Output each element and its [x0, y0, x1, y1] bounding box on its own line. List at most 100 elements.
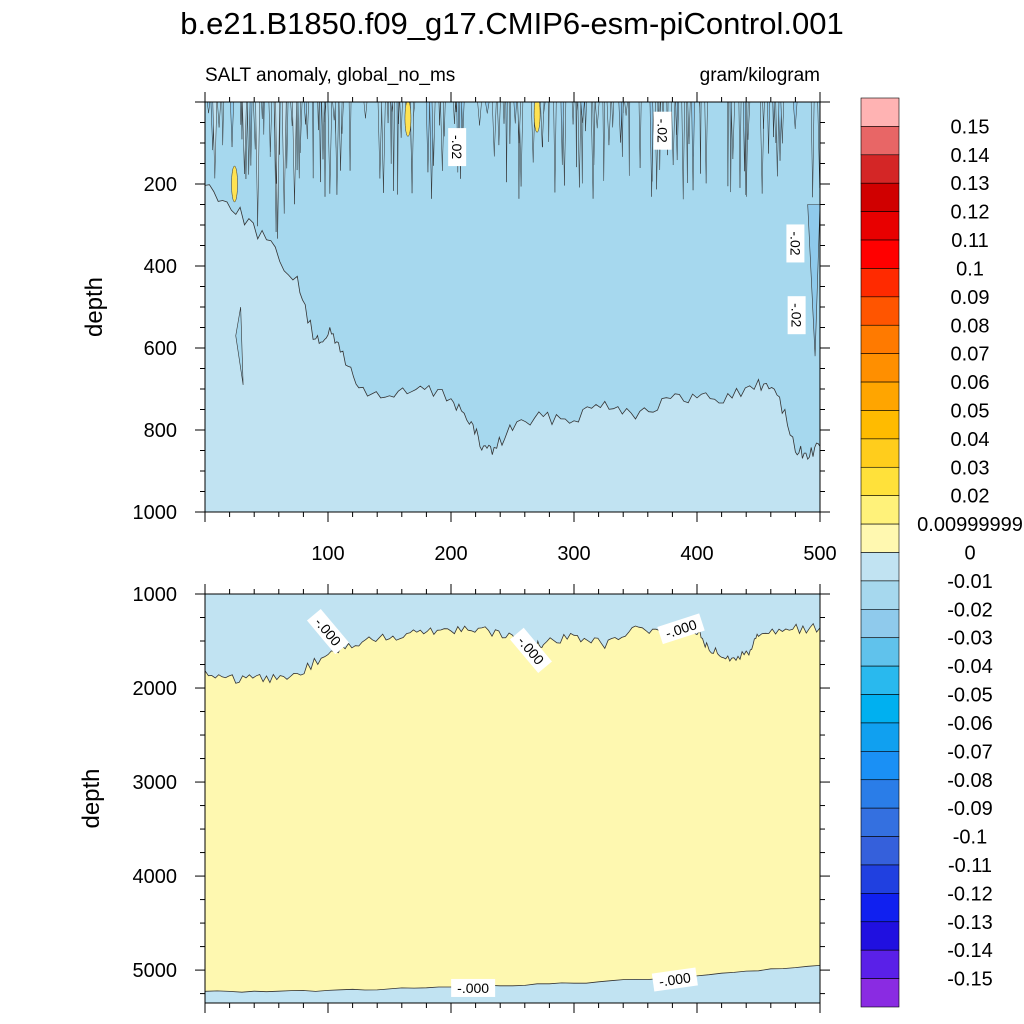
colorbar-label: -0.13: [947, 912, 993, 934]
colorbar-box: [860, 182, 900, 212]
contour-spike: [241, 102, 243, 140]
contour-spike: [772, 102, 775, 138]
colorbar-box: [860, 324, 900, 354]
colorbar-label: -0.05: [947, 685, 993, 707]
contour-spike: [577, 102, 582, 188]
contour-spike: [275, 102, 280, 239]
colorbar-box: [860, 268, 900, 298]
contour-spike: [584, 102, 587, 132]
contour-spike: [606, 102, 612, 146]
colorbar-box: [860, 239, 900, 269]
figure-title: b.e21.B1850.f09_g17.CMIP6-esm-piControl.…: [180, 6, 843, 41]
contour-spike: [547, 102, 550, 142]
contour-spike: [810, 102, 815, 198]
contour-spike: [638, 102, 642, 168]
colorbar-label: 0.03: [951, 457, 990, 479]
contour-spike: [624, 102, 628, 116]
contour-spike: [319, 102, 322, 183]
contour-spike: [780, 102, 785, 144]
contour-spike: [762, 102, 765, 129]
contour-spike: [649, 102, 654, 197]
contour-spike: [323, 102, 327, 197]
y-tick-label: 2000: [133, 678, 178, 700]
contour-label: -.000: [451, 978, 496, 997]
contour-spike: [508, 102, 511, 144]
contour-spike: [263, 102, 265, 135]
contour-spike: [580, 102, 585, 123]
contour-label-bg: [451, 978, 496, 997]
contour-spike: [602, 102, 605, 181]
colorbar-box: [860, 552, 900, 582]
y-tick-label: 800: [144, 420, 177, 442]
contour-spike: [217, 102, 221, 128]
colorbar-label: -0.03: [947, 628, 993, 650]
contour-spike: [691, 102, 695, 191]
colorbar-label: 0.07: [951, 344, 990, 366]
subtitle-right: gram/kilogram: [700, 65, 820, 86]
lower-frame: [204, 593, 821, 1004]
subtitle-left: SALT anomaly, global_no_ms: [205, 65, 455, 86]
contour-spike: [230, 102, 234, 148]
y-tick-label: 4000: [133, 866, 178, 888]
x-tick-label: 500: [803, 543, 836, 565]
y-tick-label: 1000: [133, 502, 178, 524]
lower-plot-area: -.000-.000-.000-.000 -.000: [205, 594, 820, 1003]
contour-spike: [686, 102, 689, 183]
colorbar-box: [860, 438, 900, 468]
contour-spike: [675, 102, 678, 135]
contour-label-bg: [448, 128, 467, 167]
y-tick-label: 600: [144, 338, 177, 360]
contour-spike: [455, 102, 457, 113]
contour-spike: [255, 102, 260, 227]
colorbar-box: [860, 893, 900, 923]
y-axis-label: depth: [78, 768, 105, 828]
contour-spike: [704, 102, 708, 184]
contour-label: -.02: [787, 296, 806, 335]
contour-label-text: -.02: [449, 135, 465, 159]
x-tick-label: 300: [557, 543, 590, 565]
colorbar-box: [860, 694, 900, 724]
contour-spike: [387, 102, 389, 124]
contour-spike: [297, 102, 301, 179]
contour-label: -.000: [651, 967, 698, 992]
colorbar-label: 0.04: [951, 429, 990, 451]
contour-spike: [268, 102, 273, 153]
colorbar-box: [860, 580, 900, 610]
contour-label-bg: [651, 967, 698, 992]
contour-spike: [461, 102, 465, 136]
contour-spike: [621, 102, 624, 157]
region-level-pos-0-02: [533, 102, 541, 133]
contour-spike: [671, 102, 676, 166]
region-level-pos-0-02: [404, 102, 412, 137]
colorbar-box: [860, 978, 900, 1008]
contour-spike: [575, 102, 578, 168]
y-tick-label: 1000: [133, 584, 178, 606]
contour-spike: [687, 102, 691, 145]
colorbar-box: [860, 126, 900, 156]
contour-spike: [281, 102, 287, 214]
colorbar-label: -0.1: [953, 827, 987, 849]
contour-spike: [681, 102, 685, 200]
contour-spike: [317, 102, 320, 131]
colorbar-label: 0.05: [951, 400, 990, 422]
colorbar-box: [860, 751, 900, 781]
contour-spike: [242, 102, 247, 174]
contour-spike: [592, 102, 596, 165]
contour-spike: [390, 102, 393, 164]
contour-spike: [212, 102, 218, 179]
contour-spike: [778, 102, 782, 161]
contour-spike: [560, 102, 564, 165]
contour-spike: [381, 102, 386, 193]
contour-spike: [321, 102, 325, 160]
colorbar-label: -0.04: [947, 656, 993, 678]
colorbar-box: [860, 864, 900, 894]
region-level-neg-0-03-patch: [807, 204, 820, 357]
contour-spike: [239, 102, 242, 125]
colorbar-box: [860, 722, 900, 752]
contour-spike: [390, 102, 394, 113]
colorbar-box: [860, 154, 900, 184]
x-tick-label: 200: [434, 543, 467, 565]
colorbar-label: -0.12: [947, 883, 993, 905]
contour-spike: [438, 102, 441, 126]
colorbar-box: [860, 410, 900, 440]
